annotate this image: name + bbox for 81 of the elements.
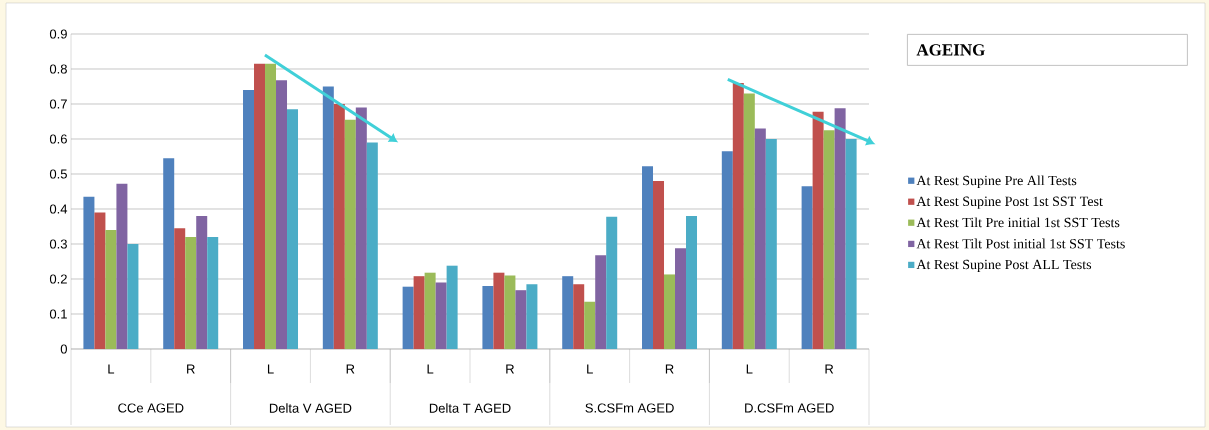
bar	[845, 139, 857, 349]
y-tick-label: 0.7	[49, 99, 67, 109]
y-tick-label: 0.4	[49, 204, 68, 214]
bar	[185, 236, 197, 349]
x-tick-label: R	[665, 364, 674, 374]
bar	[402, 286, 414, 349]
legend-label: At Rest Supine Post ALL Tests	[916, 259, 1092, 273]
bar	[355, 107, 367, 349]
bar	[196, 215, 208, 349]
text: Delta V AGED	[269, 403, 352, 413]
bar	[105, 229, 117, 349]
bar	[276, 80, 288, 349]
bar	[116, 183, 128, 349]
bar	[812, 111, 824, 349]
bar	[823, 130, 835, 349]
bar	[127, 243, 139, 349]
bar	[573, 284, 585, 349]
text: D.CSFm AGED	[745, 403, 834, 413]
legend-label: At Rest Tilt Pre initial 1st SST Tests	[916, 217, 1120, 228]
bar	[686, 215, 698, 349]
bar	[606, 216, 618, 349]
bar	[743, 93, 755, 349]
x-tick-label: L	[427, 364, 434, 374]
y-tick-label: 0.5	[49, 169, 67, 179]
bar	[322, 86, 334, 349]
bar	[424, 272, 436, 349]
bar	[642, 166, 654, 349]
bar	[754, 128, 766, 349]
text: S.CSFm AGED	[585, 403, 674, 413]
bar	[526, 284, 538, 349]
bar	[333, 103, 345, 349]
bar	[83, 196, 95, 349]
bar	[584, 301, 596, 349]
bar	[595, 255, 607, 349]
legend-label: At Rest Supine Post 1st SST Test	[916, 196, 1103, 209]
y-tick-label: 0.8	[49, 64, 67, 74]
bar	[265, 63, 277, 349]
y-tick-label: 0.3	[49, 239, 67, 249]
bar	[174, 228, 186, 349]
x-tick-label: R	[506, 364, 514, 374]
bar	[801, 186, 813, 349]
bar	[493, 272, 505, 349]
bar	[287, 109, 299, 349]
bar	[243, 90, 255, 349]
x-tick-label: R	[346, 364, 355, 374]
bar	[366, 142, 378, 349]
bar	[653, 180, 665, 349]
bar	[413, 276, 425, 349]
y-tick-label: 0.6	[49, 134, 67, 144]
bar	[482, 285, 494, 349]
text: CCe AGED	[118, 403, 184, 413]
x-tick-label: L	[587, 364, 593, 374]
bar	[94, 212, 106, 349]
y-tick-label: 0	[60, 344, 67, 354]
bar	[163, 158, 175, 349]
text: AGEING	[916, 44, 985, 56]
y-tick-label: 0.1	[49, 309, 67, 319]
bar	[834, 108, 846, 349]
bar	[562, 276, 574, 349]
text: Delta T AGED	[429, 403, 511, 413]
bar	[765, 139, 777, 349]
legend-label: At Rest Tilt Post initial 1st SST Tests	[916, 238, 1125, 249]
x-tick-label: L	[108, 364, 115, 374]
bar	[515, 290, 527, 349]
legend-label: At Rest Supine Pre All Tests	[916, 175, 1077, 189]
bar	[504, 275, 516, 349]
x-tick-label: R	[187, 364, 195, 374]
bar	[435, 282, 447, 349]
x-tick-label: L	[746, 364, 753, 374]
bar	[675, 248, 687, 349]
bar	[732, 83, 744, 349]
bar	[664, 274, 676, 349]
x-tick-label: L	[267, 364, 274, 374]
bar	[344, 119, 356, 349]
bar	[721, 151, 733, 349]
bar	[446, 265, 458, 349]
y-tick-label: 0.2	[49, 274, 67, 284]
y-tick-label: 0.9	[49, 29, 67, 39]
x-tick-label: R	[825, 364, 834, 374]
bar	[254, 63, 266, 349]
bar	[207, 236, 219, 349]
